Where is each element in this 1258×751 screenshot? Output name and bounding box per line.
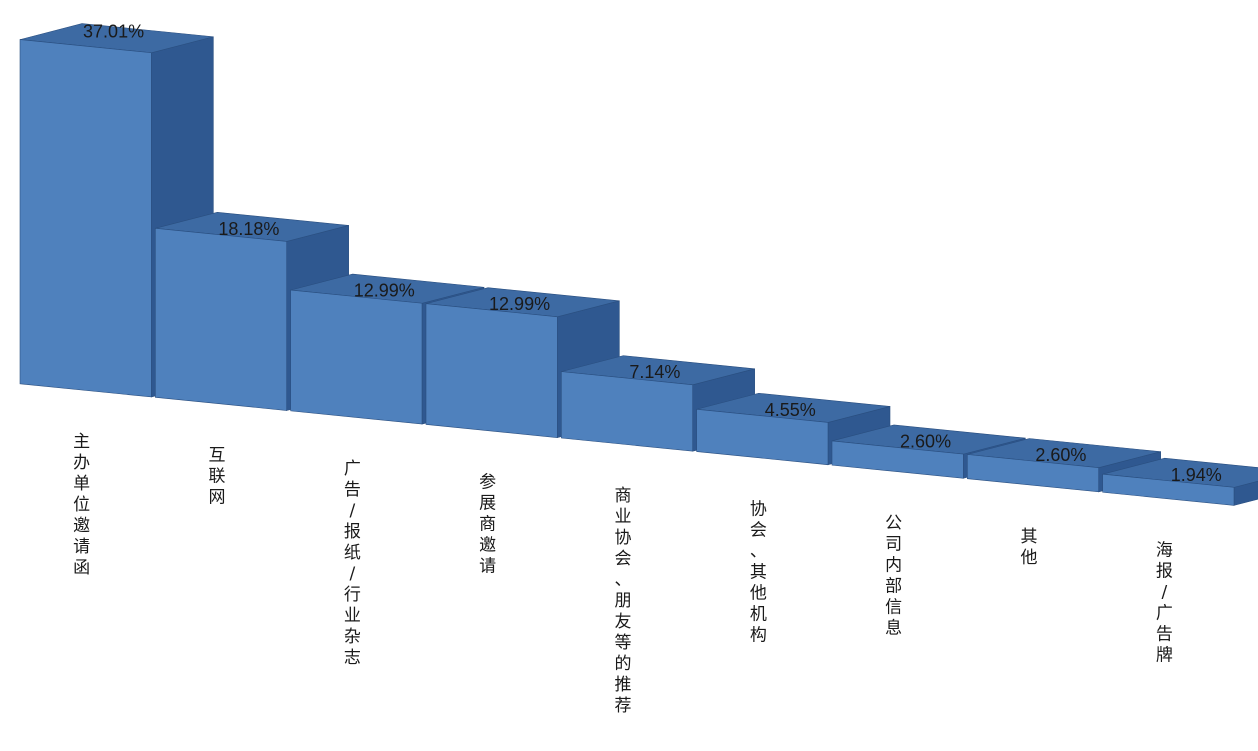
category-label-8: 其他 <box>1021 527 1038 568</box>
category-label-9: 海报/广告牌 <box>1156 540 1173 665</box>
category-label-4: 参展商邀请 <box>479 473 496 577</box>
value-label-8: 2.60% <box>1035 445 1086 465</box>
category-label-6: 协会、其他机构 <box>750 500 767 646</box>
value-label-4: 12.99% <box>489 294 550 314</box>
category-label-1: 主办单位邀请函 <box>73 432 90 578</box>
category-label-7: 公司内部信息 <box>885 513 902 638</box>
category-label-3: 广告/报纸/行业杂志 <box>344 459 361 668</box>
value-label-9: 1.94% <box>1171 465 1222 485</box>
value-label-7: 2.60% <box>900 432 951 452</box>
value-label-1: 37.01% <box>83 22 144 42</box>
category-label-5: 商业协会、朋友等的推荐 <box>615 486 632 716</box>
category-label-2: 互联网 <box>209 446 226 508</box>
bar-9 <box>1102 457 1258 506</box>
value-label-6: 4.55% <box>765 400 816 420</box>
value-label-2: 18.18% <box>218 219 279 239</box>
value-label-3: 12.99% <box>354 281 415 301</box>
value-label-5: 7.14% <box>629 362 680 382</box>
